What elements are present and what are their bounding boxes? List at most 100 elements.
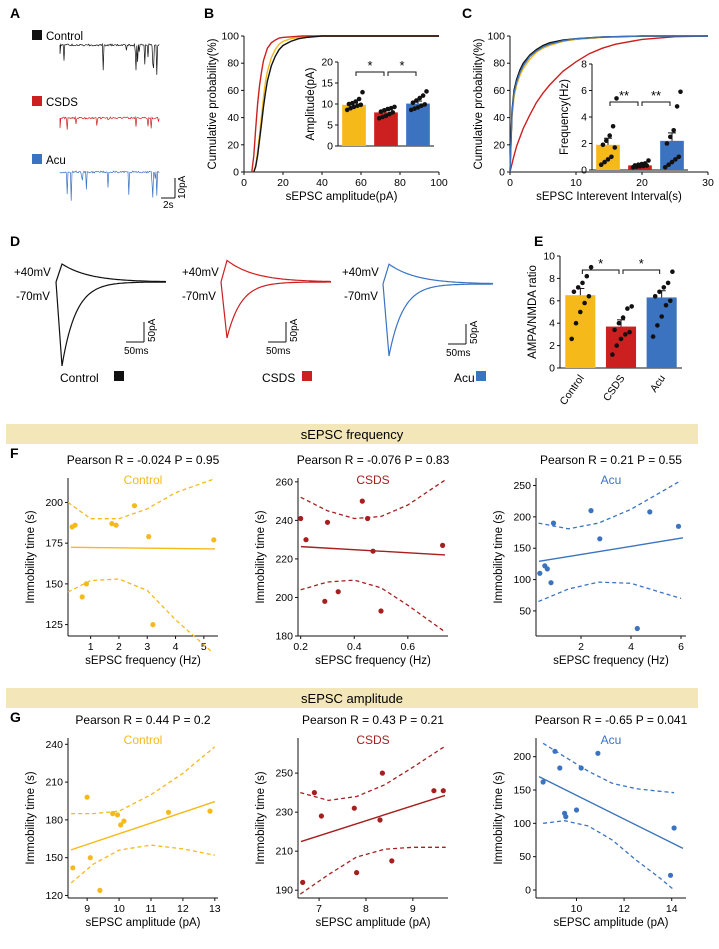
- data-point: [70, 865, 76, 871]
- trace-a-0: [59, 42, 160, 75]
- data-point-acu: [668, 134, 673, 140]
- sig-bracket: [641, 101, 671, 106]
- x-tick-label: 60: [355, 177, 367, 189]
- data-point-acu: [670, 269, 675, 275]
- data-point-acu: [664, 141, 670, 146]
- group-label: Acu: [601, 733, 622, 747]
- data-point: [207, 808, 213, 814]
- data-point-control: [586, 294, 592, 299]
- data-point-acu: [671, 128, 676, 133]
- data-point-control: [607, 133, 612, 138]
- legend-d-csds: CSDS: [262, 371, 295, 385]
- inset-c: 0 2 4 6 8 Frequency(Hz) ** **: [559, 59, 688, 177]
- data-point-acu: [678, 89, 683, 95]
- ci-upper-line: [542, 742, 675, 794]
- x-tick-label: 8: [363, 903, 369, 915]
- label-plus40-acu: +40mV: [342, 267, 379, 279]
- bar-y-tick-label: 0: [327, 141, 333, 153]
- data-point: [318, 813, 324, 819]
- plot-title: Pearson R = -0.076 P = 0.83: [297, 453, 450, 467]
- data-point-csds: [392, 104, 397, 110]
- sig-marker: *: [399, 58, 404, 73]
- trace-d-csds-down: [220, 281, 331, 339]
- data-point-acu: [674, 104, 680, 109]
- data-point-csds: [620, 315, 626, 320]
- data-point: [150, 622, 156, 628]
- data-point-control: [580, 280, 585, 286]
- trace-d-acu-up: [382, 263, 493, 285]
- bar-y-tick-label: 0: [581, 165, 587, 177]
- data-point: [440, 788, 446, 794]
- data-point-control: [573, 320, 579, 326]
- trace-label-control: Control: [46, 31, 83, 43]
- data-point: [675, 523, 682, 529]
- data-point-acu: [657, 289, 662, 295]
- data-point-acu: [665, 280, 671, 286]
- data-point-acu: [424, 89, 429, 94]
- trace-label-csds: CSDS: [46, 97, 78, 109]
- sig-bracket: [609, 101, 639, 106]
- bar-csds: [374, 112, 398, 146]
- x-tick-label: 0.2: [293, 641, 308, 653]
- sig-marker: **: [651, 88, 661, 103]
- legend-d-control: Control: [60, 371, 99, 385]
- y-tick-label: 80: [493, 58, 505, 70]
- y-axis-label: Immobility time (s): [25, 510, 37, 603]
- y-tick-label: 50: [519, 605, 531, 617]
- y-tick-label: 150: [45, 578, 63, 590]
- y-tick-label: 250: [275, 768, 293, 780]
- data-point: [563, 814, 569, 820]
- bar-y-tick-label: 4: [549, 318, 555, 330]
- data-point: [595, 750, 601, 756]
- x-tick-label: 100: [430, 177, 448, 189]
- data-point-control: [582, 300, 587, 306]
- data-point: [83, 581, 89, 587]
- data-point: [311, 790, 317, 796]
- data-point: [377, 817, 383, 823]
- data-point: [378, 608, 384, 614]
- panel-label-b: B: [204, 5, 214, 21]
- series-line-acu: [253, 35, 439, 173]
- data-point-control: [605, 157, 611, 162]
- sig-bracket: [355, 71, 385, 76]
- chart-E: 0 2 4 6 8 10 AMPA/NMDA ratio * * Control CSDS Acu: [527, 251, 682, 407]
- data-point-csds: [612, 327, 617, 333]
- sig-bracket: [387, 71, 417, 76]
- data-point-acu: [410, 100, 416, 105]
- x-tick-label: 13: [209, 903, 221, 915]
- bar-acu: [660, 140, 684, 170]
- y-tick-label: 0: [499, 167, 505, 179]
- legend-swatch-acu: [32, 154, 42, 164]
- ci-lower-line: [543, 820, 675, 891]
- y-axis-label: Cumulative probability(%): [207, 38, 219, 169]
- data-point-acu: [661, 285, 667, 290]
- x-tick-label: 9: [410, 903, 416, 915]
- data-point: [303, 537, 309, 543]
- y-tick-label: 20: [493, 139, 505, 151]
- data-point-csds: [616, 320, 622, 326]
- regression-line: [300, 794, 446, 843]
- x-tick-label: 5: [201, 641, 207, 653]
- sig-bracket: [622, 269, 661, 274]
- x-tick-label: 20: [636, 177, 648, 189]
- data-point: [573, 807, 580, 813]
- data-point-control: [569, 336, 574, 342]
- chart-G3: Pearson R = -0.65 P = 0.041 Acu 10 12 14 0 50 1…: [493, 713, 688, 929]
- x-axis-label: sEPSC amplitude (pA): [85, 917, 200, 929]
- data-point: [552, 748, 558, 754]
- group-label: Control: [124, 733, 163, 747]
- inset-b: 0 5 10 15 20 Amplitude(pA) * *: [305, 57, 434, 153]
- trace-d-acu-down: [382, 283, 493, 357]
- data-point-csds: [623, 332, 628, 337]
- x-tick-label: 4: [173, 641, 179, 653]
- y-axis-label: Immobility time (s): [493, 771, 505, 864]
- y-tick-label: 40: [227, 112, 239, 124]
- data-point: [298, 515, 304, 522]
- y-tick-label: 200: [275, 592, 293, 604]
- bar-y-tick-label: 15: [321, 78, 333, 90]
- sig-bracket: [581, 269, 620, 274]
- bar-y-axis-label: AMPA/NMDA ratio: [527, 265, 539, 359]
- data-point-control: [358, 102, 364, 108]
- chart-G1: Pearson R = 0.44 P = 0.2 Control 9 10 11 12 13…: [25, 713, 221, 929]
- y-tick-label: 150: [513, 543, 531, 555]
